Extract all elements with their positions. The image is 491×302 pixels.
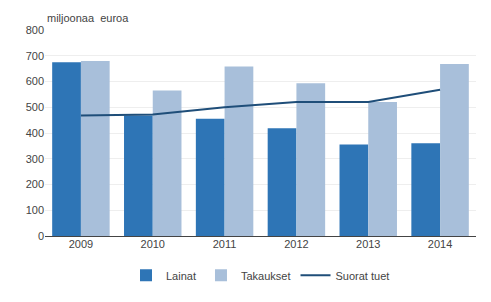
svg-text:400: 400 [26, 127, 44, 139]
svg-text:200: 200 [26, 178, 44, 190]
svg-text:300: 300 [26, 153, 44, 165]
svg-text:Suorat tuet: Suorat tuet [336, 270, 390, 282]
svg-text:2014: 2014 [428, 238, 452, 250]
svg-text:Takaukset: Takaukset [241, 270, 291, 282]
svg-text:2010: 2010 [141, 238, 165, 250]
svg-text:700: 700 [26, 50, 44, 62]
svg-text:0: 0 [38, 230, 44, 242]
svg-text:2011: 2011 [213, 238, 237, 250]
svg-text:500: 500 [26, 101, 44, 113]
svg-text:100: 100 [26, 204, 44, 216]
svg-text:Lainat: Lainat [166, 270, 196, 282]
svg-text:2012: 2012 [284, 238, 308, 250]
svg-text:800: 800 [26, 24, 44, 36]
svg-text:miljoonaa euroa: miljoonaa euroa [47, 12, 129, 24]
svg-text:2013: 2013 [356, 238, 380, 250]
svg-text:600: 600 [26, 75, 44, 87]
svg-text:2009: 2009 [69, 238, 93, 250]
